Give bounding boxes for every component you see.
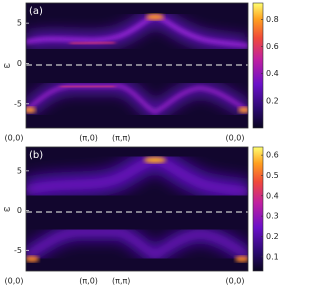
colorbar — [252, 146, 264, 272]
y-tick-label: 5 — [17, 166, 22, 175]
frame — [25, 2, 249, 129]
colorbar-tick-label: 0.6 — [266, 151, 279, 160]
y-tick-label: -5 — [14, 246, 22, 255]
y-tick-label: 0 — [17, 59, 22, 68]
y-tick-label: 5 — [17, 19, 22, 28]
x-tick-label: (π,0) — [79, 277, 98, 286]
colorbar-tick-label: 0.5 — [266, 171, 279, 180]
x-tick-label: (π,0) — [79, 134, 98, 143]
figure: (a) ω 5 0 -5 0.8 0.6 0.4 0.2 (0,0) (π,0) (π,π) (0,0)… — [4, 2, 279, 286]
colorbar-tick-label: 0.2 — [266, 232, 279, 241]
x-tick-label: (0,0) — [226, 134, 245, 143]
panel-label: (a) — [29, 6, 43, 17]
heatmap-b — [26, 147, 248, 271]
x-tick-label: (0,0) — [226, 277, 245, 286]
colorbar-tick-label: 0.3 — [266, 212, 279, 221]
colorbar-tick-label: 0.6 — [266, 42, 279, 51]
colorbar-tick-label: 0.4 — [266, 69, 279, 78]
colorbar-tick-label: 0.2 — [266, 96, 279, 105]
frame — [25, 146, 249, 272]
panel-label: (b) — [29, 150, 43, 161]
x-tick-label: (π,π) — [112, 134, 130, 143]
y-axis-label: ω — [4, 205, 11, 214]
x-tick-label: (0,0) — [5, 134, 24, 143]
x-tick-label: (0,0) — [5, 277, 24, 286]
colorbar-tick-label: 0.8 — [266, 15, 279, 24]
colorbar-tick-label: 0.1 — [266, 252, 279, 261]
x-tick-label: (π,π) — [112, 277, 130, 286]
heatmap-a — [26, 3, 248, 128]
colorbar — [252, 2, 264, 129]
y-axis-label: ω — [4, 61, 11, 70]
y-tick-label: 0 — [17, 206, 22, 215]
colorbar-tick-label: 0.4 — [266, 191, 279, 200]
y-tick-label: -5 — [14, 99, 22, 108]
